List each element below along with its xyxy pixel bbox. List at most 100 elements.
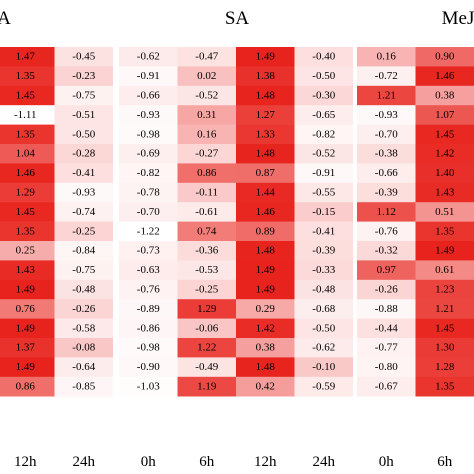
heatmap-cell bbox=[415, 182, 474, 203]
heatmap-cell bbox=[177, 47, 236, 67]
heatmap-cell bbox=[119, 241, 178, 261]
heatmap-cell bbox=[177, 163, 236, 184]
heatmap-cell bbox=[415, 279, 474, 300]
cell-value-label: -0.08 bbox=[72, 342, 95, 354]
heatmap-cell bbox=[0, 66, 55, 87]
cell-value-label: 1.48 bbox=[256, 148, 276, 160]
cell-value-label: -0.70 bbox=[137, 206, 160, 218]
heatmap-cell bbox=[357, 338, 416, 358]
cell-value-label: -0.10 bbox=[312, 361, 335, 373]
cell-value-label: 1.35 bbox=[16, 70, 36, 82]
cell-value-label: -0.67 bbox=[375, 381, 398, 393]
panel-title: SA bbox=[225, 8, 250, 29]
heatmap-cell bbox=[54, 163, 113, 184]
cell-value-label: 1.21 bbox=[435, 303, 454, 315]
heatmap-cell bbox=[177, 279, 236, 300]
heatmap-cell bbox=[0, 260, 55, 281]
heatmap-cell bbox=[236, 357, 295, 378]
heatmap-cell bbox=[236, 299, 295, 319]
heatmap-cell bbox=[54, 182, 113, 203]
heatmap-cell bbox=[415, 338, 474, 358]
cell-value-label: -0.40 bbox=[312, 51, 335, 63]
cell-value-label: -0.44 bbox=[375, 322, 398, 334]
cell-value-label: 1.45 bbox=[435, 322, 455, 334]
cell-value-label: -0.50 bbox=[312, 70, 335, 82]
cell-value-label: 1.37 bbox=[16, 342, 36, 354]
heatmap-cell bbox=[54, 202, 113, 222]
cell-value-label: 0.31 bbox=[197, 109, 216, 121]
cell-value-label: 1.27 bbox=[256, 109, 276, 121]
heatmap-cell bbox=[357, 241, 416, 261]
heatmap-cell bbox=[294, 124, 353, 145]
cell-value-label: -0.62 bbox=[312, 342, 335, 354]
heatmap-cell bbox=[415, 105, 474, 125]
cell-value-label: -0.78 bbox=[137, 187, 160, 199]
cell-value-label: -0.76 bbox=[137, 284, 160, 296]
heatmap-cell bbox=[357, 260, 416, 281]
heatmap-cell bbox=[0, 124, 55, 145]
cell-value-label: 0.90 bbox=[435, 51, 455, 63]
heatmap-cell bbox=[54, 221, 113, 242]
cell-value-label: -0.90 bbox=[137, 361, 160, 373]
cell-value-label: -0.86 bbox=[137, 322, 160, 334]
cell-value-label: -1.11 bbox=[14, 109, 37, 121]
cell-value-label: 1.21 bbox=[377, 90, 396, 102]
heatmap-cell bbox=[177, 221, 236, 242]
heatmap-cell bbox=[294, 221, 353, 242]
heatmap-cell bbox=[357, 124, 416, 145]
heatmap-cell bbox=[357, 357, 416, 378]
cell-value-label: 0.87 bbox=[256, 167, 276, 179]
cell-value-label: -0.89 bbox=[137, 303, 160, 315]
cell-value-label: 1.49 bbox=[256, 51, 276, 63]
heatmap-cell bbox=[119, 66, 178, 87]
heatmap-cell bbox=[236, 279, 295, 300]
cell-value-label: -0.66 bbox=[375, 167, 398, 179]
cell-value-label: -0.93 bbox=[375, 109, 398, 121]
cell-value-label: -0.39 bbox=[375, 187, 398, 199]
cell-value-label: -0.15 bbox=[312, 206, 335, 218]
cell-value-label: 0.89 bbox=[256, 225, 276, 237]
heatmap-cell bbox=[236, 66, 295, 87]
cell-value-label: 0.86 bbox=[16, 381, 36, 393]
cell-value-label: 1.46 bbox=[256, 206, 276, 218]
cell-value-label: -0.53 bbox=[195, 264, 218, 276]
heatmap-cell bbox=[236, 338, 295, 358]
cell-value-label: -0.27 bbox=[195, 148, 218, 160]
heatmap-cell bbox=[415, 202, 474, 222]
heatmap-cell bbox=[0, 318, 55, 339]
heatmap-cell bbox=[177, 202, 236, 222]
cell-value-label: 1.48 bbox=[256, 90, 276, 102]
heatmap-cell bbox=[54, 144, 113, 164]
heatmap-cell bbox=[294, 105, 353, 125]
cell-value-label: -0.23 bbox=[72, 70, 95, 82]
cell-value-label: -0.80 bbox=[375, 361, 398, 373]
heatmap-cell bbox=[54, 105, 113, 125]
heatmap-cell bbox=[357, 279, 416, 300]
cell-value-label: -0.55 bbox=[312, 187, 335, 199]
cell-value-label: 1.29 bbox=[16, 187, 36, 199]
heatmap-cell bbox=[119, 376, 178, 397]
cell-value-label: -0.64 bbox=[72, 361, 95, 373]
heatmap-cell bbox=[0, 241, 55, 261]
heatmap-cell bbox=[294, 338, 353, 358]
heatmap-cell bbox=[119, 105, 178, 125]
cell-value-label: -0.98 bbox=[137, 128, 160, 140]
heatmap-cell bbox=[415, 144, 474, 164]
heatmap-cell bbox=[357, 144, 416, 164]
heatmap-cell bbox=[119, 47, 178, 67]
cell-value-label: 1.46 bbox=[435, 70, 455, 82]
heatmap-cell bbox=[357, 376, 416, 397]
cell-value-label: 1.38 bbox=[256, 70, 276, 82]
cell-value-label: 1.35 bbox=[16, 225, 36, 237]
cell-value-label: -0.26 bbox=[72, 303, 95, 315]
heatmap-cell bbox=[236, 124, 295, 145]
cell-value-label: 1.40 bbox=[435, 167, 455, 179]
heatmap-cell bbox=[357, 47, 416, 67]
cell-value-label: 0.51 bbox=[435, 206, 454, 218]
cell-value-label: 1.49 bbox=[16, 322, 36, 334]
heatmap-cell bbox=[415, 47, 474, 67]
x-tick-label: 12h bbox=[254, 454, 277, 470]
cell-value-label: 1.49 bbox=[16, 284, 36, 296]
heatmap-cell bbox=[415, 376, 474, 397]
heatmap-cell bbox=[119, 182, 178, 203]
